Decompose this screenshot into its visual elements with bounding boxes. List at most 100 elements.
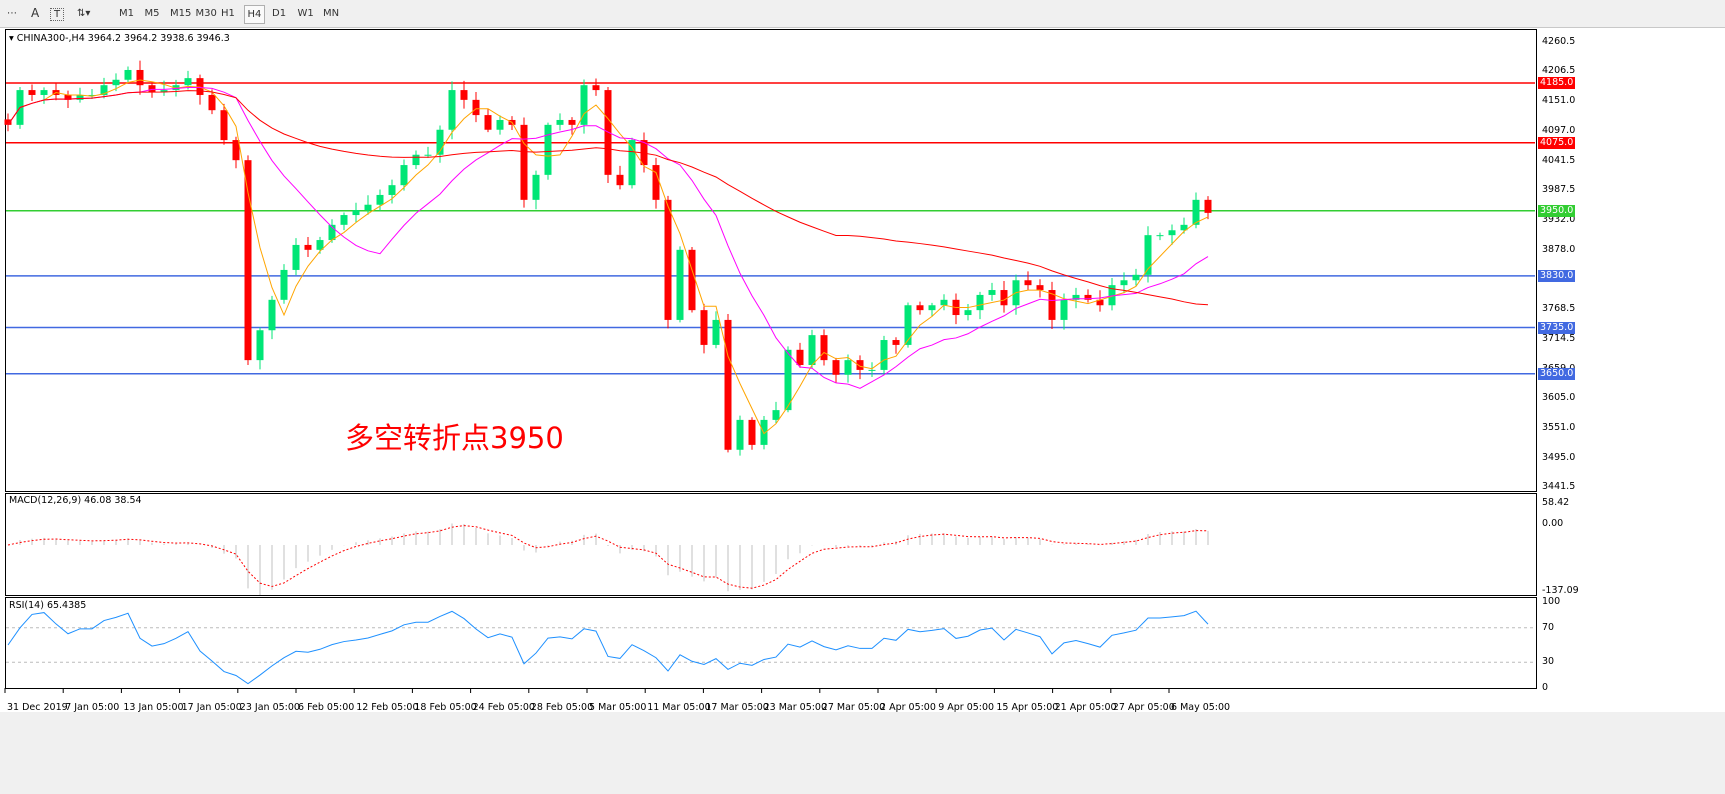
- macd-signal-line: [7, 525, 1209, 589]
- price-tick: 4206.5: [1542, 65, 1576, 77]
- candle-body: [352, 210, 360, 216]
- level-tag: 4075.0: [1538, 136, 1576, 149]
- level-tag: 3735.0: [1538, 321, 1576, 334]
- arrows-icon[interactable]: ⇅▾: [77, 8, 91, 19]
- rsi-tick: 70: [1542, 621, 1555, 633]
- timeframe-m15[interactable]: M15: [170, 8, 192, 19]
- timeframe-h1[interactable]: H1: [221, 8, 235, 19]
- candle-body: [1192, 199, 1200, 225]
- candle-body: [736, 419, 744, 450]
- candle-body: [472, 99, 480, 116]
- time-label: 11 Mar 05:00: [647, 702, 711, 713]
- candle-body: [568, 119, 576, 125]
- moving-average-12: [7, 87, 1209, 389]
- time-label: 23 Jan 05:00: [239, 702, 300, 713]
- main-chart-panel[interactable]: [5, 29, 1537, 492]
- candle-body: [496, 119, 504, 130]
- candle-body: [592, 85, 600, 91]
- candle-body: [556, 119, 564, 125]
- macd-tick: -137.09: [1542, 585, 1579, 596]
- candle-body: [400, 165, 408, 186]
- timeframe-mn[interactable]: MN: [323, 8, 340, 19]
- candle-body: [268, 299, 276, 331]
- candle-body: [340, 215, 348, 225]
- candle-body: [1060, 299, 1068, 320]
- candle-body: [1108, 285, 1116, 306]
- time-label: 24 Feb 05:00: [472, 702, 535, 713]
- timeframe-h4[interactable]: H4: [243, 5, 266, 24]
- macd-panel[interactable]: [5, 493, 1537, 596]
- candle-body: [1024, 280, 1032, 286]
- candle-body: [904, 305, 912, 345]
- candle-body: [712, 319, 720, 345]
- time-label: 23 Mar 05:00: [763, 702, 828, 713]
- candle-body: [292, 244, 300, 270]
- candle-body: [1000, 290, 1008, 306]
- level-tag: 3830.0: [1538, 269, 1576, 282]
- text-icon[interactable]: A: [31, 6, 40, 20]
- candle-body: [640, 140, 648, 166]
- time-label: 31 Dec 2019: [7, 702, 68, 713]
- macd-tick: 58.42: [1542, 497, 1570, 508]
- price-tick: 3605.0: [1542, 392, 1576, 404]
- price-tick: 4097.0: [1542, 124, 1576, 136]
- time-label: 27 Mar 05:00: [821, 702, 886, 713]
- candle-body: [1168, 230, 1176, 236]
- price-tick: 3495.0: [1542, 451, 1576, 463]
- time-label: 12 Feb 05:00: [356, 702, 419, 713]
- candle-body: [928, 305, 936, 311]
- candle-body: [1036, 285, 1044, 291]
- candle-body: [676, 249, 684, 320]
- candle-body: [28, 90, 36, 95]
- candle-body: [76, 94, 84, 100]
- candle-body: [1120, 280, 1128, 286]
- candle-body: [100, 85, 108, 95]
- price-tick: 3932.0: [1542, 214, 1576, 226]
- rsi-tick: 0: [1542, 682, 1549, 693]
- rsi-line: [7, 610, 1209, 685]
- period-separator-icon[interactable]: ⋯: [7, 8, 17, 19]
- candle-body: [112, 79, 120, 86]
- candle-body: [700, 310, 708, 345]
- timeframe-m5[interactable]: M5: [144, 8, 160, 19]
- rsi-panel[interactable]: [5, 597, 1537, 689]
- candle-body: [124, 69, 132, 80]
- candle-body: [220, 110, 228, 141]
- candle-body: [40, 90, 48, 95]
- price-tick: 4041.5: [1542, 154, 1576, 166]
- candle-body: [808, 335, 816, 366]
- price-tick: 3441.5: [1542, 481, 1576, 492]
- timeframe-m1[interactable]: M1: [119, 8, 134, 19]
- candle-body: [1204, 199, 1212, 213]
- candle-body: [532, 174, 540, 200]
- macd-label: MACD(12,26,9) 46.08 38.54: [9, 495, 142, 506]
- timeframe-m30[interactable]: M30: [195, 8, 217, 19]
- price-tick: 3987.5: [1542, 184, 1576, 196]
- candle-body: [256, 330, 264, 361]
- candle-body: [196, 78, 204, 95]
- price-tick: 3714.5: [1542, 332, 1576, 344]
- candle-body: [724, 319, 732, 450]
- candle-body: [364, 204, 372, 211]
- text-label-icon[interactable]: T: [50, 8, 65, 21]
- candle-body: [868, 369, 876, 371]
- timeframe-d1[interactable]: D1: [272, 8, 287, 19]
- annotation-text: 多空转折点3950: [345, 421, 564, 455]
- level-tag: 3650.0: [1538, 367, 1576, 380]
- time-label: 7 Jan 05:00: [65, 702, 120, 713]
- time-label: 5 Mar 05:00: [589, 702, 647, 713]
- candle-body: [976, 294, 984, 311]
- candle-body: [304, 244, 312, 250]
- candle-body: [892, 340, 900, 345]
- level-tag: 4185.0: [1538, 77, 1576, 90]
- candle-body: [316, 240, 324, 250]
- candle-body: [328, 224, 336, 241]
- price-tick: 3878.0: [1542, 243, 1576, 255]
- time-label: 15 Apr 05:00: [996, 702, 1059, 713]
- price-tick: 3551.0: [1542, 421, 1576, 433]
- candle-body: [616, 174, 624, 186]
- timeframe-w1[interactable]: W1: [297, 8, 314, 19]
- time-label: 28 Feb 05:00: [530, 702, 594, 713]
- candle-body: [1156, 235, 1164, 237]
- time-label: 6 Feb 05:00: [298, 702, 355, 713]
